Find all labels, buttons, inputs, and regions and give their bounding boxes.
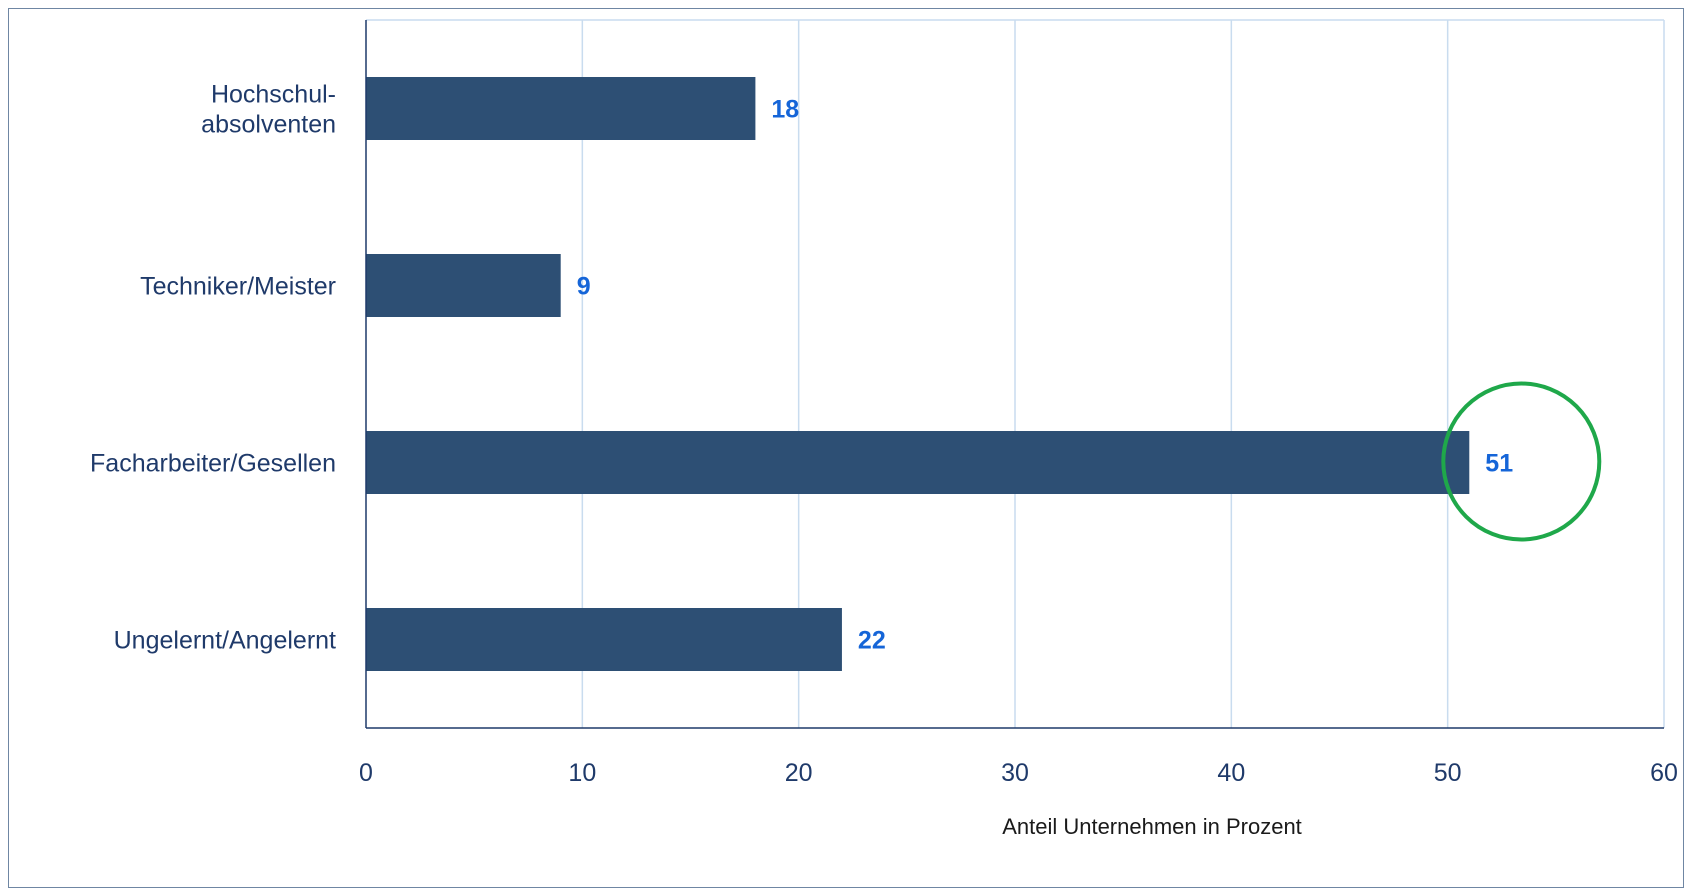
axes [365,20,1664,729]
annotations [1441,381,1602,542]
x-axis-title: Anteil Unternehmen in Prozent [1002,814,1302,839]
data-label: 18 [771,96,799,124]
x-tick-label: 50 [1434,759,1462,787]
category-label-line: Techniker/Meister [140,273,336,301]
data-label: 22 [858,627,886,655]
category-label: Ungelernt/Angelernt [114,627,336,655]
category-label: Facharbeiter/Gesellen [90,450,336,478]
x-tick-label: 60 [1650,759,1678,787]
bars [366,77,1470,671]
x-tick-label: 40 [1217,759,1245,787]
highlight-circle [1441,381,1602,542]
data-label: 51 [1485,450,1513,478]
category-label-line: Hochschul- [211,81,336,109]
x-tick-label: 0 [359,759,373,787]
bar [366,431,1470,494]
category-label-line: Facharbeiter/Gesellen [90,450,336,478]
x-tick-label: 30 [1001,759,1029,787]
x-tick-label: 20 [785,759,813,787]
labels: 0 10 20 30 40 50 60 18 Hochschul-absolventen 9 Tec… [90,81,1678,788]
chart-frame [8,8,1684,888]
x-tick-label: 10 [568,759,596,787]
bar [366,77,756,140]
data-label: 9 [577,273,591,301]
bar [366,608,842,671]
category-label: Techniker/Meister [140,273,336,301]
category-label-line: absolventen [201,111,336,139]
bar [366,254,561,317]
category-label-line: Ungelernt/Angelernt [114,627,336,655]
category-label: Hochschul-absolventen [201,81,336,139]
